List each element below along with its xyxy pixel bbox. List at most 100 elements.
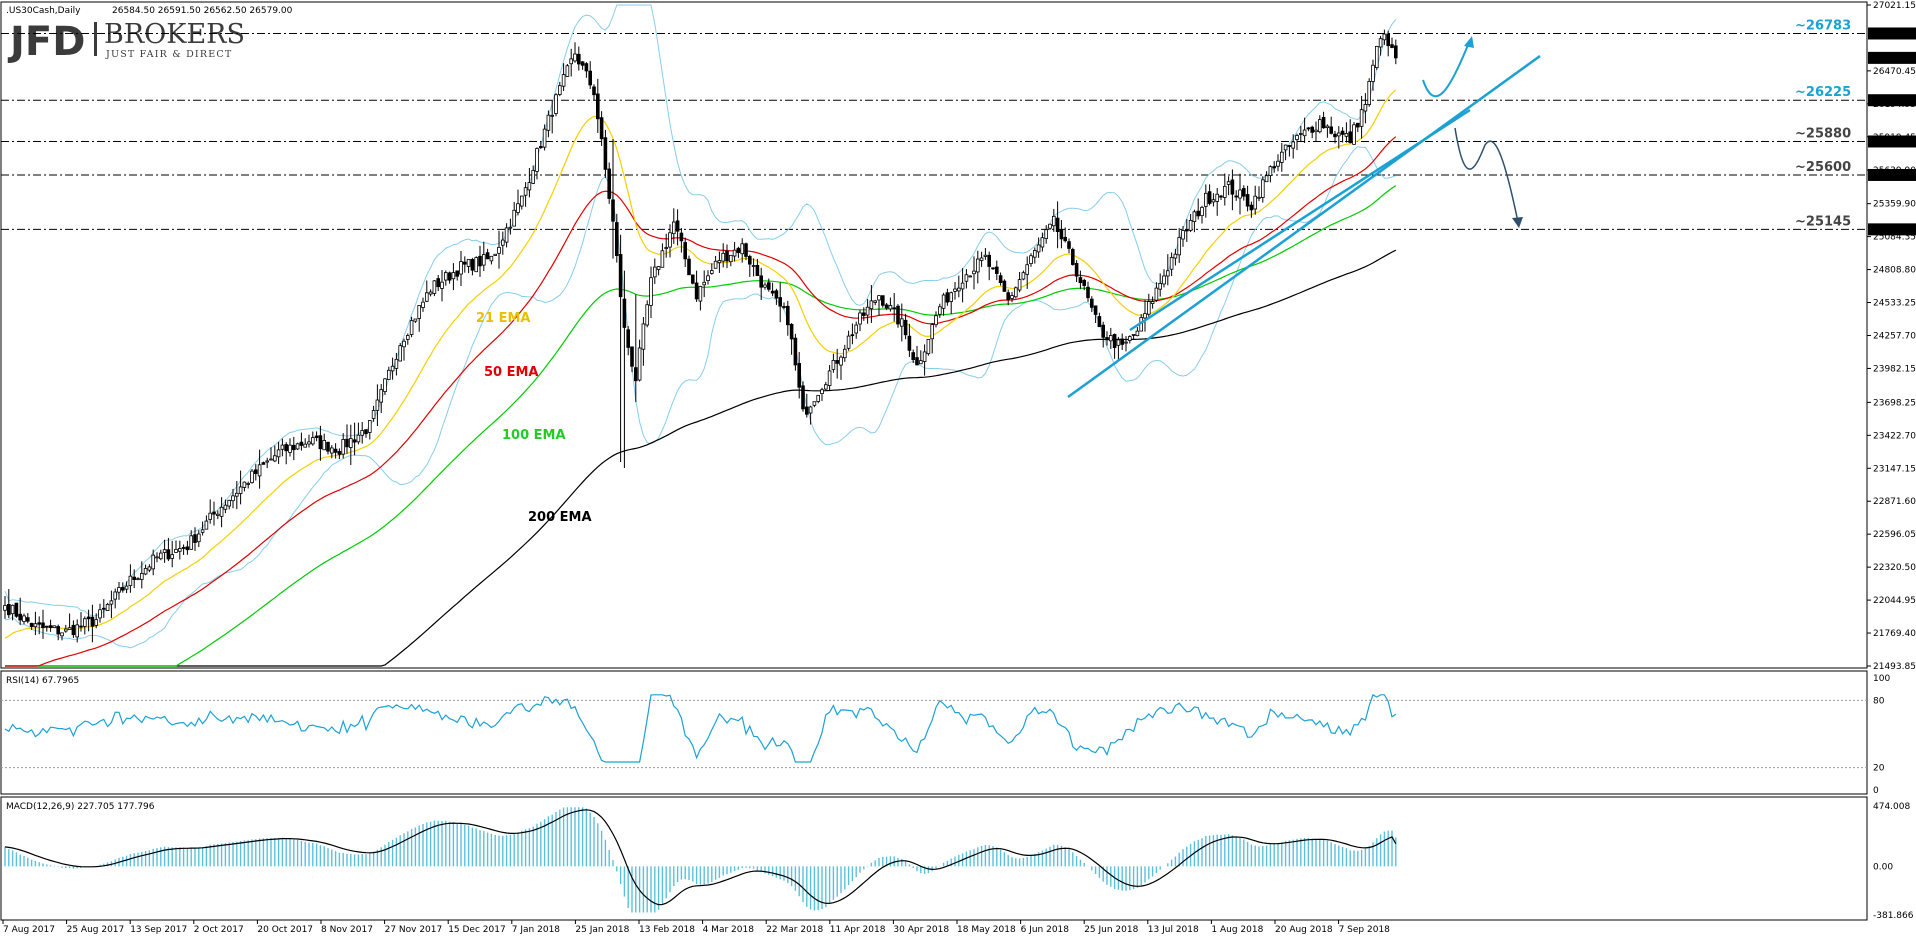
candles: [4, 30, 1398, 643]
candle: [494, 254, 497, 256]
macd-label: MACD(12,26,9) 227.705 177.796: [6, 802, 155, 812]
candle: [102, 599, 105, 618]
time-tick-label: 27 Nov 2017: [385, 925, 443, 935]
candle: [1318, 115, 1321, 133]
candle: [733, 242, 736, 262]
candle: [372, 406, 375, 422]
candle: [1391, 38, 1394, 49]
rsi-panel: RSI(14) 67.796510080200: [1, 674, 1890, 796]
price-marker-label: 25145.00: [1871, 225, 1914, 235]
macd-tick-label: 474.008: [1873, 802, 1910, 812]
candle: [1330, 117, 1333, 135]
candle: [881, 295, 884, 307]
candle: [1018, 272, 1021, 292]
candle: [452, 263, 455, 290]
candle: [745, 243, 748, 261]
candle: [957, 276, 960, 298]
price-tick-label: 22871.60: [1873, 497, 1916, 507]
candle: [479, 246, 482, 277]
candle: [581, 61, 584, 70]
ema100-line: [5, 186, 1396, 666]
candle: [942, 293, 945, 316]
candle: [1003, 279, 1006, 291]
level-label-2: ~25880: [1795, 126, 1851, 141]
candle: [258, 450, 261, 489]
candle: [308, 435, 311, 448]
price-tick-label: 25359.90: [1873, 200, 1916, 210]
candle: [916, 346, 919, 365]
rsi-line: [5, 695, 1396, 762]
candle: [91, 605, 94, 643]
candle: [634, 295, 637, 403]
candle: [197, 530, 200, 547]
candle: [1372, 60, 1375, 91]
candle: [612, 139, 615, 259]
price-tick-label: 22596.05: [1873, 530, 1916, 540]
candle: [365, 430, 368, 438]
candle: [954, 282, 957, 300]
candle: [15, 603, 18, 618]
bollinger-bands: [5, 5, 1396, 648]
candle: [7, 589, 10, 618]
time-tick-label: 30 Apr 2018: [893, 925, 949, 935]
candle: [448, 272, 451, 284]
candle: [247, 482, 250, 489]
candle: [1193, 210, 1196, 233]
candle: [490, 256, 493, 264]
candle: [1022, 271, 1025, 281]
rsi-tick-label: 0: [1873, 786, 1879, 796]
price-tick-label: 22044.95: [1873, 596, 1916, 606]
candle: [467, 259, 470, 273]
time-tick-label: 1 Aug 2018: [1211, 925, 1263, 935]
candle: [786, 301, 789, 336]
ema50-line: [5, 137, 1396, 666]
candle: [790, 323, 793, 355]
candle: [729, 255, 732, 266]
candle: [437, 275, 440, 291]
time-tick-label: 20 Oct 2017: [257, 925, 313, 935]
level-labels: ~26783~26225~25880~25600~25145: [1795, 18, 1851, 229]
level-label-3: ~25600: [1795, 160, 1851, 175]
candle: [562, 63, 565, 91]
candle: [1356, 123, 1359, 132]
candle: [684, 238, 687, 267]
candle: [140, 561, 143, 588]
candle: [631, 346, 634, 372]
candle: [619, 235, 622, 462]
candle: [840, 355, 843, 380]
candle: [505, 223, 508, 247]
candle: [475, 256, 478, 272]
candle: [737, 247, 740, 258]
candle: [61, 633, 64, 641]
candle: [144, 565, 147, 576]
rsi-tick-label: 20: [1873, 764, 1885, 774]
price-tick-label: 23422.70: [1873, 431, 1916, 441]
candle: [201, 522, 204, 536]
candle: [828, 365, 831, 391]
candle: [1113, 333, 1116, 358]
logo-brand: BROKERS: [104, 19, 245, 50]
price-tick-label: 21769.40: [1873, 629, 1916, 639]
candle: [368, 420, 371, 439]
candle: [703, 270, 706, 297]
candle: [650, 266, 653, 318]
ema-labels: 21 EMA50 EMA100 EMA200 EMA: [476, 311, 592, 525]
candle: [425, 281, 428, 303]
candle: [460, 251, 463, 286]
projection-up-arrow: [1423, 40, 1470, 96]
macd-tick-label: -381.866: [1873, 911, 1914, 921]
ema-label-ema21: 21 EMA: [476, 311, 531, 326]
candle: [1394, 40, 1397, 65]
candle: [1117, 337, 1120, 362]
price-tick-label: 23698.25: [1873, 398, 1916, 408]
candle: [779, 282, 782, 322]
candle: [517, 190, 520, 216]
candle: [1170, 252, 1173, 276]
candle: [4, 596, 7, 619]
candle: [463, 256, 466, 272]
level-label-1: ~26225: [1795, 85, 1851, 100]
time-tick-label: 15 Dec 2017: [448, 925, 506, 935]
candle: [414, 319, 417, 323]
candle: [1341, 127, 1344, 142]
